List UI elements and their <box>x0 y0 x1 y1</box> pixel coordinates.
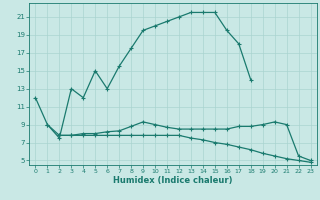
X-axis label: Humidex (Indice chaleur): Humidex (Indice chaleur) <box>113 176 233 185</box>
